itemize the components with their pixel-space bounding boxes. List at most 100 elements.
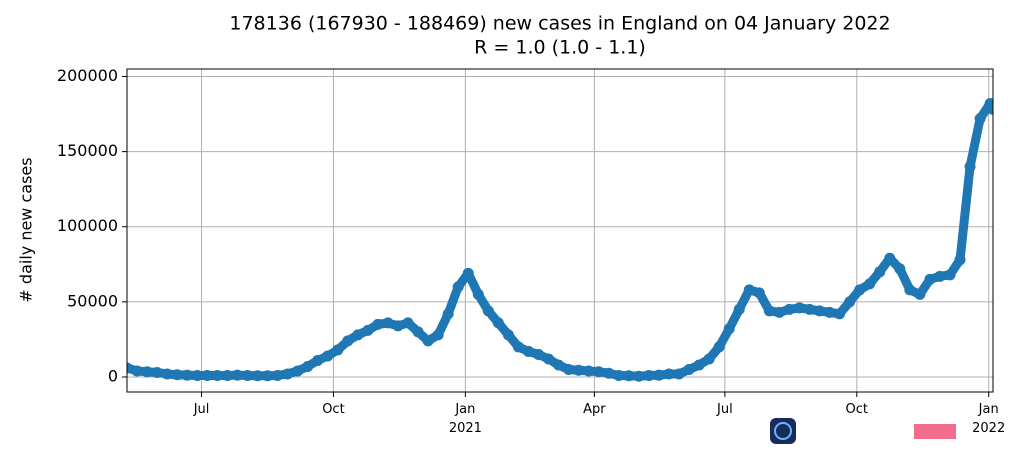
- data-point: [683, 363, 695, 375]
- logo-ring: [774, 422, 792, 440]
- chart-subtitle: R = 1.0 (1.0 - 1.1): [474, 37, 646, 59]
- data-point: [653, 369, 665, 381]
- data-point: [773, 306, 785, 318]
- series-line: [127, 99, 993, 381]
- data-point: [151, 366, 163, 378]
- data-point: [763, 305, 775, 317]
- y-tick-label: 200000: [57, 66, 118, 85]
- data-point: [131, 365, 143, 377]
- data-point: [352, 329, 364, 341]
- x-tick-label: Jan 2021: [448, 402, 482, 436]
- data-point: [944, 269, 956, 281]
- y-tick-label: 100000: [57, 216, 118, 235]
- data-point: [793, 302, 805, 314]
- y-tick-label: 50000: [67, 291, 118, 310]
- data-point: [713, 341, 725, 353]
- data-point: [964, 161, 976, 173]
- data-point: [211, 369, 223, 381]
- data-point: [743, 284, 755, 296]
- x-tick-label: Oct: [845, 402, 869, 417]
- data-point: [472, 288, 484, 300]
- data-point: [954, 254, 966, 266]
- plot-area: [127, 98, 993, 382]
- data-point: [593, 366, 605, 378]
- data-point: [583, 365, 595, 377]
- data-point: [221, 369, 233, 381]
- data-point: [693, 359, 705, 371]
- y-axis-label: # daily new cases: [17, 157, 36, 302]
- data-point: [171, 369, 183, 381]
- data-point: [141, 366, 153, 378]
- data-point: [904, 284, 916, 296]
- data-point: [432, 329, 444, 341]
- x-tick-label: Jul: [193, 402, 210, 417]
- data-point: [673, 368, 685, 380]
- data-point: [643, 369, 655, 381]
- data-point: [703, 353, 715, 365]
- data-point: [803, 303, 815, 315]
- data-point: [884, 252, 896, 264]
- data-point: [723, 323, 735, 335]
- data-point: [834, 308, 846, 320]
- data-point: [874, 266, 886, 278]
- data-point: [633, 370, 645, 382]
- data-point: [987, 103, 993, 115]
- data-point: [412, 326, 424, 338]
- data-point: [553, 359, 565, 371]
- grid: [127, 69, 993, 392]
- data-point: [302, 360, 314, 372]
- data-point: [733, 303, 745, 315]
- data-point: [462, 267, 474, 279]
- data-point: [563, 363, 575, 375]
- data-point: [181, 369, 193, 381]
- y-tick-label: 150000: [57, 141, 118, 160]
- data-point: [753, 287, 765, 299]
- data-point: [452, 281, 464, 293]
- data-point: [342, 335, 354, 347]
- data-point: [502, 329, 514, 341]
- data-point: [322, 350, 334, 362]
- data-point: [522, 345, 534, 357]
- data-point: [482, 305, 494, 317]
- data-point: [492, 317, 504, 329]
- x-tick-label: Jul: [717, 402, 733, 417]
- logo-badge: [914, 424, 956, 439]
- data-point: [613, 369, 625, 381]
- data-point: [382, 317, 394, 329]
- data-point: [422, 335, 434, 347]
- data-point: [914, 288, 926, 300]
- data-point: [894, 263, 906, 275]
- chart-title: 178136 (167930 - 188469) new cases in En…: [229, 13, 890, 35]
- data-point: [191, 369, 203, 381]
- data-point: [783, 303, 795, 315]
- axes-frame: [126, 68, 994, 393]
- data-point: [573, 364, 585, 376]
- x-tick-label: Oct: [322, 402, 345, 417]
- data-point: [292, 365, 304, 377]
- data-point: [127, 362, 133, 374]
- logo-icon: [770, 418, 796, 444]
- data-point: [241, 369, 253, 381]
- data-point: [854, 284, 866, 296]
- data-point: [272, 369, 284, 381]
- data-point: [201, 369, 213, 381]
- data-point: [362, 324, 374, 336]
- data-point: [543, 353, 555, 365]
- x-tick-label: Apr: [583, 402, 606, 417]
- x-tick-label: Jan 2022: [972, 402, 1006, 436]
- data-point: [824, 306, 836, 318]
- logo: [770, 418, 956, 444]
- data-point: [251, 370, 263, 382]
- data-point: [442, 308, 454, 320]
- data-point: [844, 296, 856, 308]
- data-point: [663, 368, 675, 380]
- data-point: [924, 273, 936, 285]
- data-point: [392, 320, 404, 332]
- data-point: [161, 368, 173, 380]
- data-point: [512, 341, 524, 353]
- data-point: [231, 369, 243, 381]
- data-point: [532, 348, 544, 360]
- data-point: [312, 354, 324, 366]
